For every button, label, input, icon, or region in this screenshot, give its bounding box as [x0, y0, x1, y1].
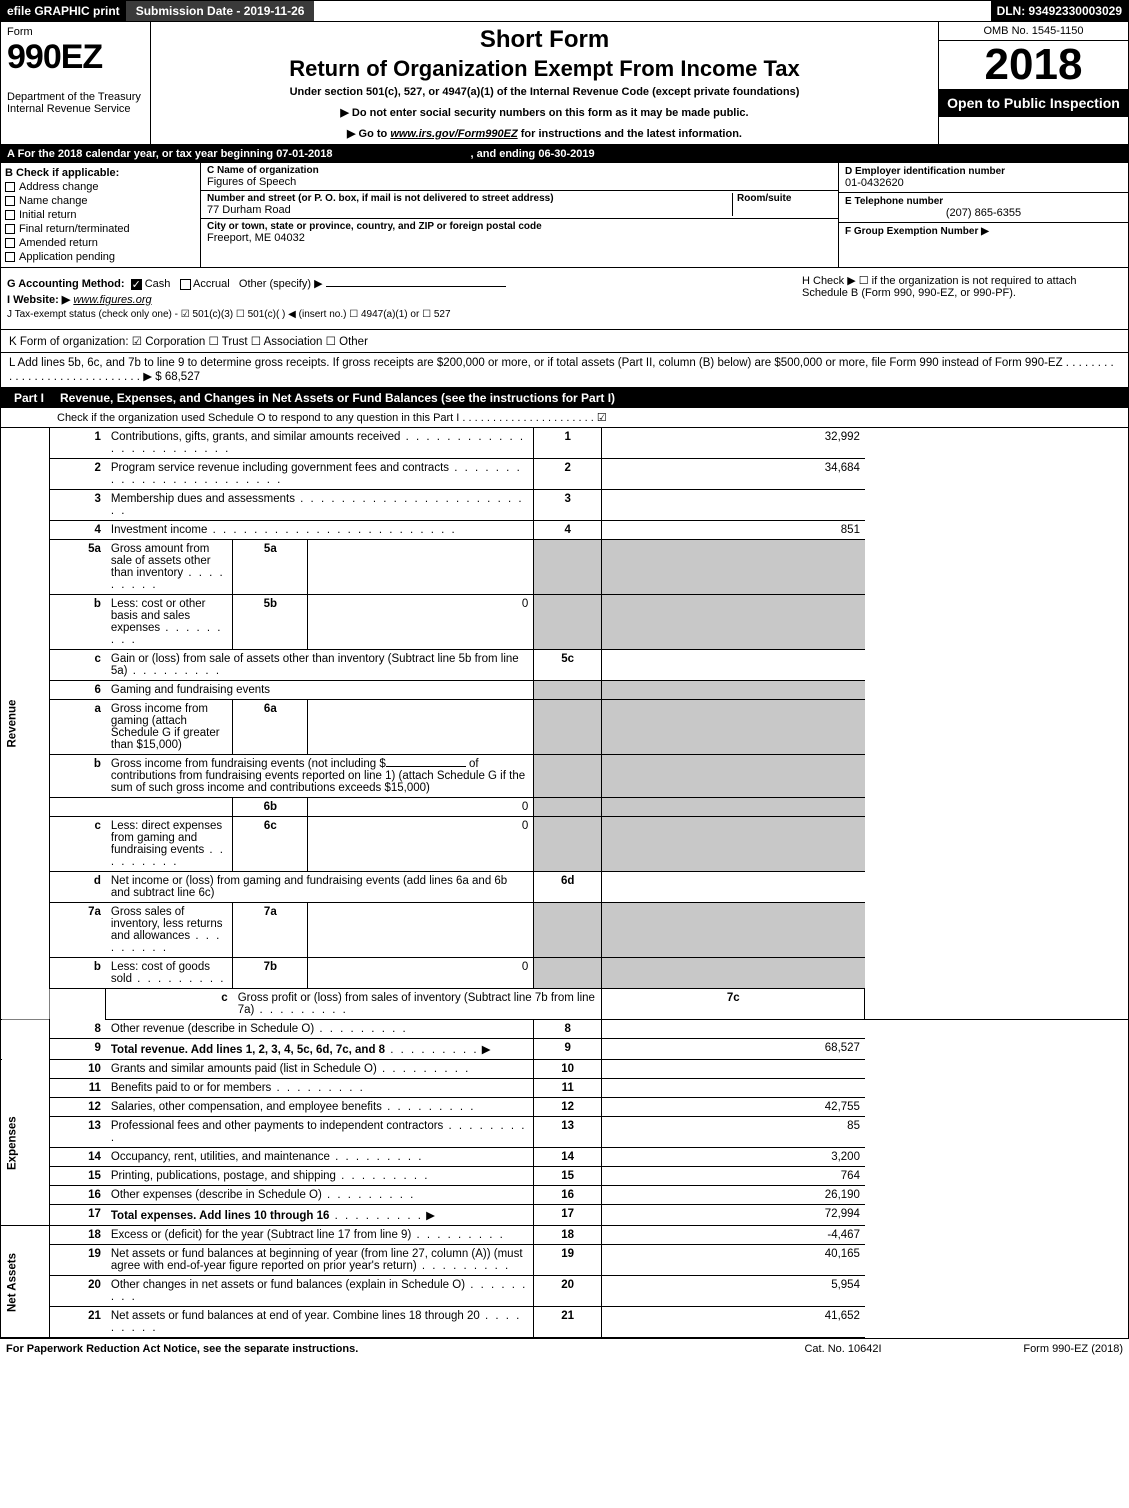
subtitle: Under section 501(c), 527, or 4947(a)(1)… [159, 86, 930, 98]
amt-16: 26,190 [602, 1186, 865, 1205]
accounting-method: G Accounting Method: Cash Accrual Other … [7, 277, 802, 290]
revenue-side-label: Revenue [1, 428, 50, 1020]
irs-link[interactable]: www.irs.gov/Form990EZ [390, 128, 517, 140]
form-header: Form 990EZ Department of the Treasury In… [0, 22, 1129, 145]
org-name: Figures of Speech [207, 176, 832, 188]
org-address: 77 Durham Road [207, 204, 732, 216]
goto-line: ▶ Go to www.irs.gov/Form990EZ for instru… [159, 127, 930, 140]
schedule-b-check: H Check ▶ ☐ if the organization is not r… [802, 274, 1122, 323]
amt-21: 41,652 [602, 1307, 865, 1338]
expenses-side-label: Expenses [1, 1060, 50, 1226]
amt-2: 34,684 [602, 459, 865, 490]
chk-accrual[interactable] [180, 279, 191, 290]
tax-year: 2018 [939, 41, 1128, 89]
accounting-website-block: G Accounting Method: Cash Accrual Other … [0, 268, 1129, 330]
amt-20: 5,954 [602, 1276, 865, 1307]
chk-cash[interactable] [131, 279, 142, 290]
tax-exempt-status: J Tax-exempt status (check only one) - ☑… [7, 309, 802, 320]
open-to-public: Open to Public Inspection [939, 89, 1128, 117]
ssn-warning: ▶ Do not enter social security numbers o… [159, 106, 930, 119]
amt-4: 851 [602, 521, 865, 540]
irs-label: Internal Revenue Service [7, 103, 144, 115]
amt-1: 32,992 [602, 428, 865, 459]
amt-12: 42,755 [602, 1098, 865, 1117]
topbar: efile GRAPHIC print Submission Date - 20… [0, 0, 1129, 22]
chk-application-pending[interactable]: Application pending [5, 251, 196, 263]
omb-number: OMB No. 1545-1150 [939, 22, 1128, 41]
website: I Website: ▶ www.figures.org [7, 293, 802, 306]
group-exemption: F Group Exemption Number ▶ [845, 226, 1122, 237]
short-form-title: Short Form [159, 26, 930, 54]
page-footer: For Paperwork Reduction Act Notice, see … [0, 1338, 1129, 1359]
lines-table: Revenue 1 Contributions, gifts, grants, … [0, 428, 1129, 1338]
chk-initial-return[interactable]: Initial return [5, 209, 196, 221]
chk-address-change[interactable]: Address change [5, 181, 196, 193]
paperwork-notice: For Paperwork Reduction Act Notice, see … [6, 1343, 743, 1355]
amt-18: -4,467 [602, 1226, 865, 1245]
part-1-subtext: Check if the organization used Schedule … [0, 408, 1129, 428]
chk-final-return[interactable]: Final return/terminated [5, 223, 196, 235]
form-number: 990EZ [7, 38, 144, 77]
form-label: Form [7, 26, 144, 38]
part-1-header: Part I Revenue, Expenses, and Changes in… [0, 388, 1129, 408]
amt-17: 72,994 [602, 1205, 865, 1226]
amt-14: 3,200 [602, 1148, 865, 1167]
telephone: (207) 865-6355 [845, 207, 1122, 219]
website-link[interactable]: www.figures.org [73, 294, 151, 306]
return-title: Return of Organization Exempt From Incom… [159, 56, 930, 82]
amt-15: 764 [602, 1167, 865, 1186]
amt-19: 40,165 [602, 1245, 865, 1276]
check-if-applicable: B Check if applicable: Address change Na… [1, 163, 201, 267]
form-of-organization: K Form of organization: ☑ Corporation ☐ … [0, 330, 1129, 353]
amt-13: 85 [602, 1117, 865, 1148]
chk-name-change[interactable]: Name change [5, 195, 196, 207]
net-assets-side-label: Net Assets [1, 1226, 50, 1338]
form-footer-label: Form 990-EZ (2018) [943, 1343, 1123, 1355]
chk-amended-return[interactable]: Amended return [5, 237, 196, 249]
submission-date: Submission Date - 2019-11-26 [126, 1, 315, 21]
org-block: B Check if applicable: Address change Na… [0, 163, 1129, 268]
department: Department of the Treasury [7, 91, 144, 103]
ein: 01-0432620 [845, 177, 1122, 189]
tax-year-row: A For the 2018 calendar year, or tax yea… [0, 145, 1129, 163]
efile-print[interactable]: efile GRAPHIC print [1, 1, 126, 21]
org-city: Freeport, ME 04032 [207, 232, 832, 244]
cat-number: Cat. No. 10642I [743, 1343, 943, 1355]
amt-9: 68,527 [602, 1039, 865, 1060]
gross-receipts-line: L Add lines 5b, 6c, and 7b to line 9 to … [0, 353, 1129, 388]
dln: DLN: 93492330003029 [991, 1, 1128, 21]
